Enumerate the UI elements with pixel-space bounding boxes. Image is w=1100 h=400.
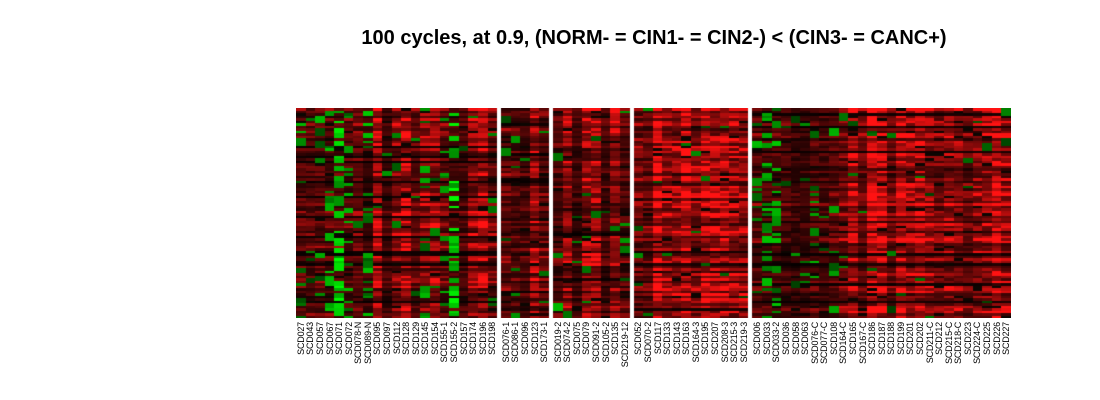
column-label: SCD057 bbox=[314, 322, 325, 355]
column-label: SCD063 bbox=[800, 322, 811, 355]
column-label: SCD202 bbox=[915, 322, 926, 355]
heatmap-canvas bbox=[296, 108, 1011, 318]
column-label: SCD173-1 bbox=[539, 322, 550, 363]
column-label: SCD043 bbox=[305, 322, 316, 355]
column-label: SCD215-3 bbox=[729, 322, 740, 363]
column-label: SCD198 bbox=[487, 322, 498, 355]
column-label: SCD079 bbox=[581, 322, 592, 355]
column-label: SCD096 bbox=[520, 322, 531, 355]
column-label: SCD117 bbox=[652, 322, 663, 355]
chart-title: 100 cycles, at 0.9, (NORM- = CIN1- = CIN… bbox=[361, 27, 947, 49]
column-label: SCD218-C bbox=[953, 322, 964, 364]
column-label: SCD006 bbox=[752, 322, 763, 355]
column-label: SCD188 bbox=[886, 322, 897, 355]
column-label: SCD224-C bbox=[972, 322, 983, 364]
column-label: SCD128 bbox=[401, 322, 412, 355]
column-label: SCD186 bbox=[867, 322, 878, 355]
column-label: SCD052 bbox=[633, 322, 644, 355]
column-label: SCD070-2 bbox=[642, 322, 653, 363]
column-label: SCD225 bbox=[982, 322, 993, 355]
column-label: SCD036 bbox=[780, 322, 791, 355]
column-label: SCD033-2 bbox=[771, 322, 782, 363]
column-label: SCD207 bbox=[709, 322, 720, 355]
column-label: SCD077-C bbox=[819, 322, 830, 364]
column-label: SCD165 bbox=[848, 322, 858, 355]
column-label: SCD174 bbox=[468, 322, 479, 355]
column-label: SCD164-C bbox=[838, 322, 849, 364]
column-label: SCD195 bbox=[700, 322, 711, 355]
column-label: SCD219-3 bbox=[738, 322, 749, 363]
column-label: SCD097 bbox=[381, 322, 392, 355]
column-label: SCD071 bbox=[334, 322, 345, 355]
column-label: SCD074-2 bbox=[562, 322, 573, 363]
column-label: SCD091-2 bbox=[591, 322, 602, 363]
column-label: SCD086-1 bbox=[510, 322, 521, 363]
column-label: SCD145 bbox=[420, 322, 431, 355]
column-label: SCD163 bbox=[681, 322, 692, 355]
column-label: SCD219-12 bbox=[619, 322, 630, 368]
column-label: SCD212 bbox=[934, 322, 945, 355]
column-label: SCD133 bbox=[662, 322, 673, 355]
column-label: SCD135 bbox=[610, 322, 621, 355]
column-label: SCD095 bbox=[372, 322, 383, 355]
column-label: SCD067 bbox=[324, 322, 335, 355]
column-label: SCD078-N bbox=[353, 322, 364, 364]
column-label: SCD201 bbox=[905, 322, 916, 355]
column-label: SCD155-2 bbox=[448, 322, 459, 363]
column-label: SCD155-1 bbox=[439, 322, 450, 363]
column-label: SCD227 bbox=[1001, 322, 1012, 355]
